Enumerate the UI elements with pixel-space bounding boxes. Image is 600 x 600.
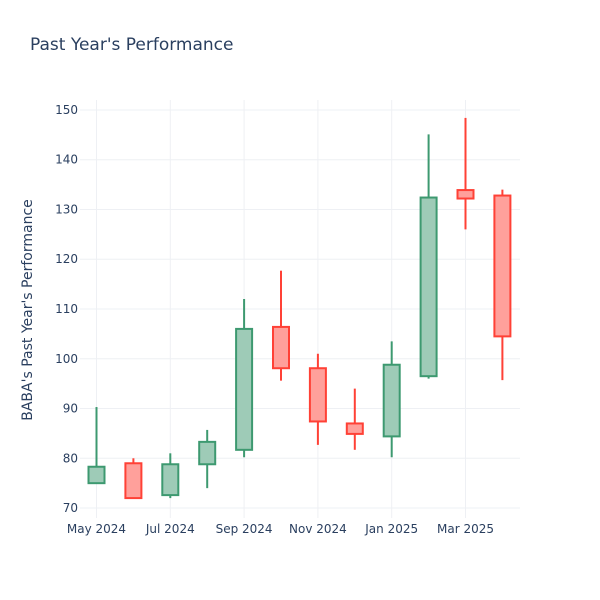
candle-body-increasing [87,465,106,485]
grid-lines [80,100,520,518]
candle-body-decreasing [308,367,327,423]
candle-may-2024[interactable] [87,407,106,485]
x-axis-ticks: May 2024 Jul 2024 Sep 2024 Nov 2024 Jan 2025… [67,522,494,536]
candle-body-increasing [161,463,180,497]
y-tick-label: 90 [63,402,78,416]
y-tick-label: 130 [55,202,78,216]
candle-body-decreasing [345,422,364,435]
x-tick-label: Jan 2025 [364,522,418,536]
candle-jun-2024[interactable] [124,458,143,500]
candle-body-decreasing [272,325,290,370]
y-axis-title: BABA's Past Year's Performance [20,199,36,421]
candle-body-decreasing [456,189,475,200]
candle-feb-2025[interactable] [419,134,438,379]
candle-apr-2025[interactable] [493,189,512,381]
y-tick-label: 80 [63,451,78,465]
x-tick-label: Jul 2024 [145,522,195,536]
candle-body-increasing [419,196,438,378]
y-tick-label: 120 [55,252,78,266]
candle-nov-2024[interactable] [308,353,327,445]
candle-body-increasing [198,440,217,466]
y-tick-label: 100 [55,352,78,366]
candle-mar-2025[interactable] [456,117,475,230]
candle-body-increasing [382,363,401,438]
candle-jan-2025[interactable] [382,341,401,458]
candle-jul-2024[interactable] [161,453,180,499]
x-tick-label: Nov 2024 [289,522,347,536]
candle-sep-2024[interactable] [235,299,254,458]
candle-body-decreasing [493,194,512,338]
x-tick-label: Mar 2025 [437,522,494,536]
candle-body-decreasing [124,462,143,500]
y-tick-label: 70 [63,501,78,515]
x-tick-label: Sep 2024 [216,522,273,536]
x-tick-label: May 2024 [67,522,126,536]
candle-dec-2024[interactable] [345,388,364,450]
candle-oct-2024[interactable] [272,270,290,381]
y-tick-label: 140 [55,153,78,167]
chart-title: Past Year's Performance [30,35,234,55]
candles [87,117,512,500]
candle-aug-2024[interactable] [198,429,217,489]
y-tick-label: 150 [55,103,78,117]
candle-body-increasing [235,327,254,451]
y-axis-ticks: 70 80 90 100 110 120 130 140 150 [55,103,78,515]
y-tick-label: 110 [55,302,78,316]
